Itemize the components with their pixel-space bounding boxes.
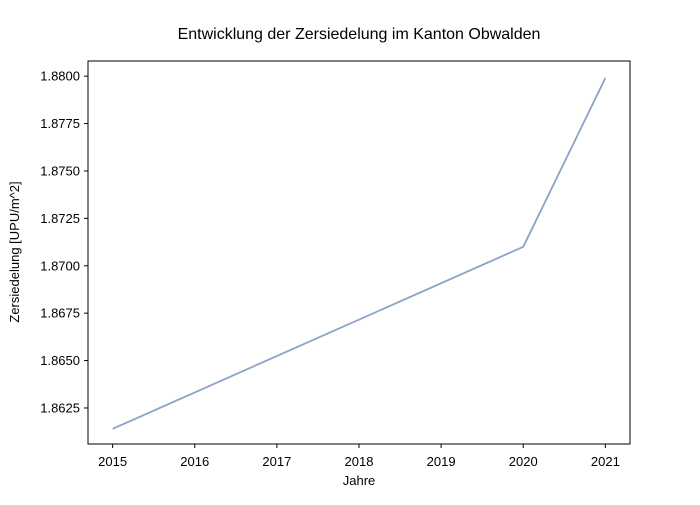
x-tick-label: 2021 bbox=[591, 454, 620, 469]
y-tick-label: 1.8725 bbox=[40, 211, 80, 226]
y-tick-label: 1.8750 bbox=[40, 163, 80, 178]
y-tick-label: 1.8675 bbox=[40, 306, 80, 321]
series-line bbox=[112, 77, 607, 430]
x-tick-label: 2017 bbox=[262, 454, 291, 469]
y-axis-label: Zersiedelung [UPU/m^2] bbox=[7, 181, 22, 322]
x-tick-label: 2015 bbox=[98, 454, 127, 469]
plot-frame bbox=[87, 60, 631, 445]
x-tick-label: 2020 bbox=[509, 454, 538, 469]
y-tick-label: 1.8700 bbox=[40, 258, 80, 273]
series-layer bbox=[112, 77, 607, 430]
y-tick-label: 1.8800 bbox=[40, 69, 80, 84]
y-tick-label: 1.8625 bbox=[40, 400, 80, 415]
y-tick-label: 1.8775 bbox=[40, 116, 80, 131]
x-tick-label: 2019 bbox=[427, 454, 456, 469]
x-tick-label: 2018 bbox=[345, 454, 374, 469]
x-axis: 2015 2016 2017 2018 2019 2020 2021 bbox=[98, 444, 620, 469]
x-tick-label: 2016 bbox=[180, 454, 209, 469]
y-tick-label: 1.8650 bbox=[40, 353, 80, 368]
y-axis: 1.8625 1.8650 1.8675 1.8700 1.8725 1.8750 1.87… bbox=[40, 69, 88, 415]
chart-title: Entwicklung der Zersiedelung im Kanton O… bbox=[178, 26, 541, 43]
x-axis-label: Jahre bbox=[343, 473, 376, 488]
